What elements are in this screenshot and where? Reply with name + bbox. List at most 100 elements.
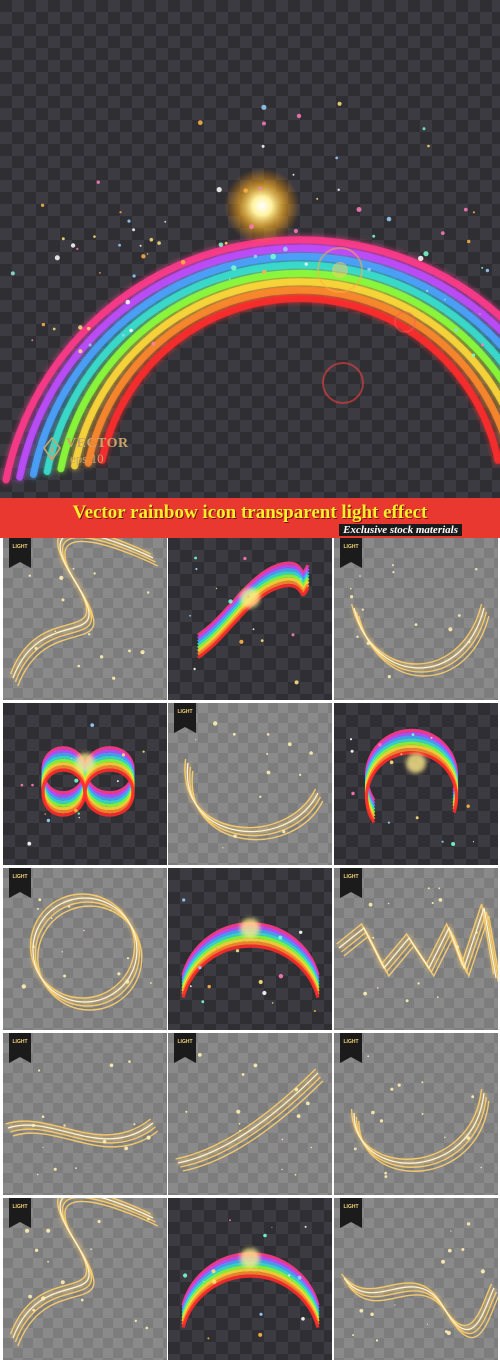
sun-flare: [224, 168, 300, 244]
preview-tile[interactable]: LIGHT: [3, 538, 167, 700]
sparkle: [21, 984, 26, 989]
sparkle: [70, 243, 76, 248]
sparkle: [41, 322, 46, 327]
gold-light-core: [12, 538, 154, 679]
light-ribbon-badge: LIGHT: [340, 538, 362, 568]
sparkle: [109, 1063, 114, 1068]
preview-tile[interactable]: LIGHT: [3, 1033, 167, 1195]
sparkle: [378, 743, 382, 747]
preview-tile[interactable]: LIGHT: [334, 1198, 498, 1360]
sparkle: [193, 667, 196, 671]
sparkle: [88, 343, 92, 347]
sparkle: [74, 778, 79, 783]
sparkle: [261, 104, 267, 110]
sparkle: [63, 974, 67, 978]
sparkle: [423, 251, 429, 257]
sparkle: [427, 144, 430, 148]
light-effect-graphic: [21, 893, 152, 1011]
gold-light-trail: [184, 758, 317, 829]
sparkle: [387, 675, 391, 679]
sparkle: [194, 556, 197, 560]
sparkle: [444, 298, 446, 301]
preview-tile[interactable]: [334, 703, 498, 865]
sparkle: [485, 268, 490, 273]
gold-light-trail: [336, 903, 495, 975]
sparkle: [384, 1171, 387, 1175]
sparkle: [356, 635, 359, 638]
sparkle: [132, 228, 136, 232]
light-ribbon-badge: LIGHT: [9, 1033, 31, 1063]
light-effect-graphic: [9, 1198, 159, 1347]
gold-light-core: [338, 907, 497, 979]
gold-light-core: [353, 607, 485, 669]
light-effect-graphic: [350, 564, 490, 679]
rainbow-band: [16, 244, 500, 481]
sparkle: [441, 1259, 445, 1264]
sparkle: [132, 274, 136, 278]
sparkle: [359, 575, 361, 577]
sparkle: [41, 1296, 46, 1301]
rainbow-band: [197, 571, 310, 647]
sparkle: [440, 231, 445, 236]
sparkle: [72, 567, 75, 570]
sparkle: [31, 783, 34, 787]
sparkle: [457, 614, 461, 617]
sparkle: [431, 901, 434, 905]
preview-tile[interactable]: LIGHT: [3, 1198, 167, 1360]
sparkle: [195, 567, 198, 571]
sparkle: [47, 1260, 49, 1263]
sparkle: [446, 1330, 451, 1336]
preview-tile[interactable]: LIGHT: [168, 703, 332, 865]
sparkle: [372, 234, 376, 238]
sparkle: [231, 265, 237, 271]
preview-tile[interactable]: LIGHT: [3, 868, 167, 1030]
preview-tile[interactable]: [168, 868, 332, 1030]
sparkle: [236, 1109, 241, 1114]
sparkle: [349, 738, 353, 741]
sparkle: [292, 173, 295, 176]
sparkle: [78, 325, 83, 330]
ribbon-label: LIGHT: [12, 1204, 28, 1210]
sparkle: [390, 1087, 394, 1091]
sparkle: [60, 1280, 65, 1285]
sparkle: [468, 640, 471, 644]
sparkle: [164, 220, 167, 223]
sparkle: [207, 984, 211, 989]
sparkle: [414, 623, 418, 626]
sparkle: [283, 246, 288, 252]
sparkle: [149, 237, 154, 242]
sparkle: [195, 739, 197, 741]
sparkle: [296, 113, 302, 119]
rainbow-band: [71, 278, 500, 470]
preview-tile[interactable]: LIGHT: [334, 1033, 498, 1195]
preview-tile[interactable]: [168, 538, 332, 700]
sparkle: [436, 996, 439, 999]
sparkle: [471, 1095, 475, 1099]
preview-tile[interactable]: [168, 1198, 332, 1360]
sparkle: [481, 266, 484, 269]
sparkle: [61, 951, 63, 953]
preview-tile[interactable]: [3, 703, 167, 865]
gold-light-trail: [191, 770, 324, 841]
sparkle: [304, 1225, 307, 1228]
gold-light-trail: [180, 1076, 321, 1168]
sparkle: [293, 228, 298, 234]
light-effect-graphic: [341, 1222, 498, 1342]
sparkle: [421, 1081, 424, 1084]
sparkle: [133, 1123, 136, 1126]
sparkle: [281, 1138, 284, 1141]
sparkle: [351, 791, 355, 796]
sparkle: [247, 595, 250, 598]
sparkle: [189, 614, 191, 617]
sparkle: [417, 982, 420, 985]
rainbow-band: [197, 564, 310, 640]
preview-tile[interactable]: LIGHT: [334, 868, 498, 1030]
preview-tile[interactable]: LIGHT: [334, 538, 498, 700]
sparkle: [310, 1146, 313, 1149]
sparkle: [76, 247, 79, 250]
preview-grid: LIGHT LIGHT LIGHT LIGHT LIGHT LIGHT LIGHT LIGHT…: [0, 538, 500, 1368]
preview-tile[interactable]: LIGHT: [168, 1033, 332, 1195]
sparkle: [97, 1219, 101, 1224]
gold-light-trail: [12, 1130, 159, 1148]
